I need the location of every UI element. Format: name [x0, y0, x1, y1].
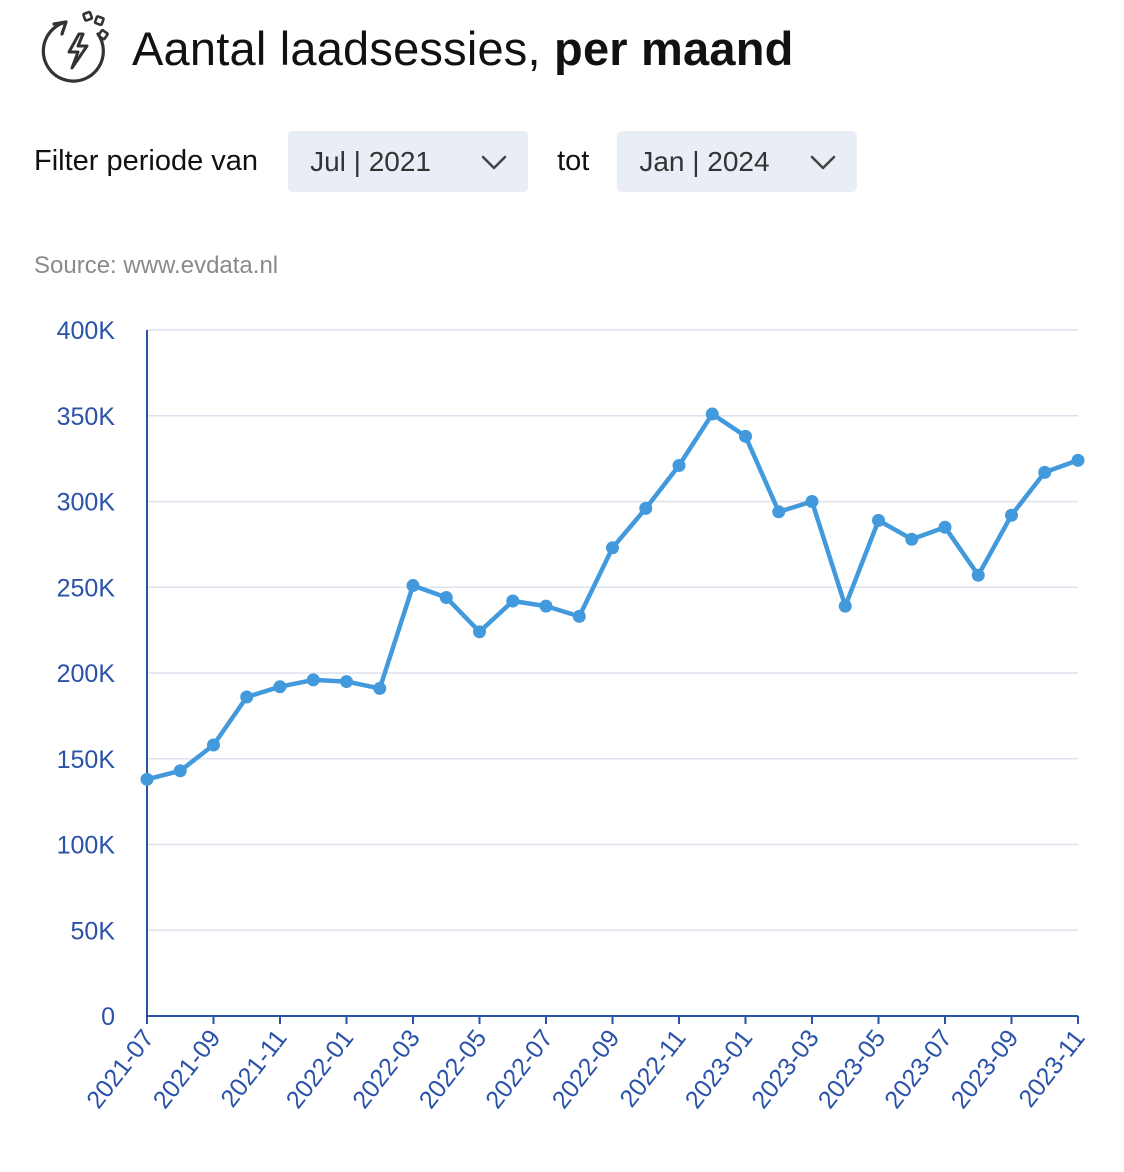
- x-tick-label: 2022-05: [414, 1024, 493, 1114]
- to-label: tot: [557, 145, 590, 177]
- page-title: Aantal laadsessies, per maand: [132, 21, 794, 76]
- data-point[interactable]: [639, 501, 653, 515]
- data-point[interactable]: [373, 681, 387, 695]
- to-period-select[interactable]: Jan | 2024: [617, 131, 858, 192]
- data-point[interactable]: [739, 429, 752, 443]
- data-point[interactable]: [838, 599, 852, 613]
- filter-label: Filter periode van: [34, 145, 259, 177]
- x-tick-label: 2022-07: [480, 1024, 559, 1114]
- x-tick-label: 2023-07: [879, 1024, 958, 1114]
- y-tick-label: 200K: [57, 660, 116, 688]
- title-regular: Aantal laadsessies,: [132, 21, 541, 75]
- y-tick-label: 0: [101, 1003, 115, 1031]
- x-tick-label: 2021-11: [215, 1024, 292, 1112]
- data-point[interactable]: [140, 772, 154, 786]
- y-tick-label: 250K: [57, 574, 116, 602]
- data-point[interactable]: [439, 591, 453, 605]
- data-point[interactable]: [606, 541, 619, 555]
- data-point[interactable]: [207, 738, 220, 752]
- ev-charging-refresh-icon: [41, 10, 109, 83]
- data-point[interactable]: [772, 505, 786, 519]
- data-point[interactable]: [539, 599, 553, 613]
- data-point[interactable]: [506, 594, 520, 608]
- data-point[interactable]: [473, 625, 486, 639]
- period-filter: Filter periode van Jul | 2021 tot Jan | …: [34, 131, 858, 192]
- data-point[interactable]: [340, 675, 353, 689]
- line-chart: 050K100K150K200K250K300K350K400K2021-072…: [57, 317, 1091, 1114]
- header: Aantal laadsessies, per maand: [32, 4, 794, 92]
- data-point[interactable]: [1038, 465, 1052, 479]
- data-point[interactable]: [971, 568, 985, 582]
- y-tick-label: 400K: [57, 317, 116, 345]
- y-tick-label: 350K: [57, 403, 116, 431]
- data-point[interactable]: [705, 407, 719, 421]
- y-tick-label: 300K: [57, 489, 116, 517]
- source-note: Source: www.evdata.nl: [34, 252, 279, 279]
- chevron-down-icon: [811, 155, 836, 169]
- data-point[interactable]: [938, 520, 952, 534]
- data-point[interactable]: [905, 532, 919, 546]
- y-tick-label: 50K: [71, 917, 116, 945]
- x-tick-label: 2023-05: [813, 1024, 892, 1114]
- x-tick-label: 2022-11: [614, 1024, 691, 1112]
- series: [140, 407, 1085, 786]
- x-tick-label: 2023-01: [680, 1024, 759, 1114]
- x-tick-label: 2022-03: [347, 1024, 426, 1114]
- data-point[interactable]: [872, 513, 885, 527]
- y-tick-label: 150K: [57, 746, 116, 774]
- to-period-value: Jan | 2024: [639, 145, 770, 177]
- from-period-value: Jul | 2021: [310, 145, 431, 177]
- data-point[interactable]: [672, 458, 686, 472]
- data-point[interactable]: [240, 690, 254, 704]
- title-bold: per maand: [554, 21, 794, 75]
- data-point[interactable]: [306, 673, 320, 687]
- data-point[interactable]: [273, 680, 287, 694]
- from-period-select[interactable]: Jul | 2021: [288, 131, 529, 192]
- data-point[interactable]: [805, 495, 819, 508]
- x-tick-label: 2023-03: [746, 1024, 825, 1114]
- x-tick-label: 2021-09: [148, 1024, 227, 1114]
- data-point[interactable]: [572, 609, 586, 623]
- data-point[interactable]: [1005, 508, 1018, 522]
- series-line: [144, 411, 1081, 782]
- x-tick-label: 2021-07: [81, 1024, 160, 1114]
- chevron-down-icon: [481, 155, 507, 169]
- x-tick-label: 2022-09: [547, 1024, 626, 1114]
- data-point[interactable]: [1071, 453, 1085, 467]
- grid: [147, 329, 1078, 931]
- y-tick-label: 100K: [57, 832, 116, 860]
- x-tick-label: 2022-01: [281, 1024, 360, 1114]
- x-tick-label: 2023-11: [1013, 1024, 1090, 1112]
- x-tick-label: 2023-09: [946, 1024, 1025, 1114]
- data-point[interactable]: [406, 579, 420, 593]
- data-point[interactable]: [173, 764, 187, 778]
- axes: 050K100K150K200K250K300K350K400K2021-072…: [57, 317, 1091, 1114]
